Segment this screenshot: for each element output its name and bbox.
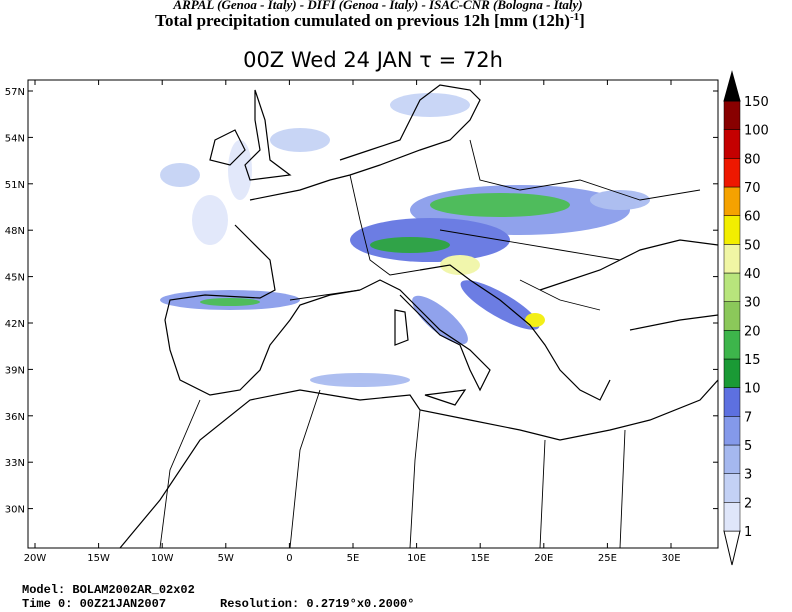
title-close: ] <box>579 11 585 30</box>
colorbar-label: 15 <box>744 353 761 368</box>
lat-label: 57N <box>5 87 25 98</box>
colorbar-label: 40 <box>744 267 761 282</box>
lat-label: 33N <box>5 458 25 469</box>
title: Total precipitation cumulated on previou… <box>155 11 585 30</box>
colorbar-label: 3 <box>744 468 752 483</box>
lat-label: 48N <box>5 226 25 237</box>
lon-label: 5E <box>347 553 360 564</box>
borders <box>159 139 701 549</box>
colorbar-arrow-low <box>723 530 741 566</box>
title-superscript: -1 <box>570 11 579 23</box>
colorbar-label: 10 <box>744 382 761 397</box>
colorbar-band <box>723 358 741 388</box>
lat-label: 36N <box>5 412 25 423</box>
colorbar-label: 5 <box>744 439 752 454</box>
colorbar: 1 2 3 5 7 10 15 20 30 40 50 60 70 80 100 150 <box>723 70 769 566</box>
colorbar-band <box>723 387 741 417</box>
lon-label: 5W <box>218 553 234 564</box>
colorbar-band <box>723 100 741 130</box>
lon-label: 15W <box>87 553 110 564</box>
map-area: 20W 15W 10W 5W 0 5E 10E 15E 20E 25E 30E 57N 54N 51N 48… <box>5 79 719 564</box>
colorbar-label: 70 <box>744 181 761 196</box>
model-label: Model: BOLAM2002AR_02x02 <box>22 583 195 597</box>
lon-label: 0 <box>286 553 292 564</box>
colorbar-band <box>723 330 741 360</box>
lat-label: 45N <box>5 273 25 284</box>
colorbar-arrow-high <box>723 70 741 102</box>
colorbar-label: 20 <box>744 324 761 339</box>
colorbar-label: 60 <box>744 210 761 225</box>
colorbar-band <box>723 129 741 159</box>
colorbar-band <box>723 244 741 274</box>
colorbar-band <box>723 215 741 245</box>
lon-label: 30E <box>661 553 680 564</box>
colorbar-band <box>723 416 741 446</box>
colorbar-band <box>723 444 741 474</box>
colorbar-label: 1 <box>744 525 752 540</box>
time-label: Time 0: 00Z21JAN2007 <box>22 597 166 611</box>
colorbar-band <box>723 473 741 503</box>
colorbar-label: 80 <box>744 152 761 167</box>
lat-label: 42N <box>5 319 25 330</box>
lat-label: 39N <box>5 365 25 376</box>
colorbar-label: 100 <box>744 124 769 139</box>
lat-label: 54N <box>5 133 25 144</box>
colorbar-band <box>723 158 741 188</box>
colorbar-band <box>723 301 741 331</box>
resolution-label: Resolution: 0.2719°x0.2000° <box>220 597 414 611</box>
lon-label: 15E <box>471 553 490 564</box>
lat-label: 30N <box>5 505 25 516</box>
lat-label: 51N <box>5 180 25 191</box>
colorbar-label: 2 <box>744 496 752 511</box>
lon-label: 10E <box>407 553 426 564</box>
map-frame <box>27 79 719 549</box>
lon-label: 20W <box>24 553 47 564</box>
colorbar-label: 150 <box>744 95 769 110</box>
colorbar-band <box>723 186 741 216</box>
subtitle: 00Z Wed 24 JAN τ = 72h <box>243 48 503 72</box>
colorbar-label: 30 <box>744 296 761 311</box>
lon-label: 10W <box>151 553 174 564</box>
lon-label: 25E <box>598 553 617 564</box>
title-text: Total precipitation cumulated on previou… <box>155 11 570 30</box>
precipitation <box>160 93 650 387</box>
axis-ticks: 20W 15W 10W 5W 0 5E 10E 15E 20E 25E 30E 57N 54N 51N 48… <box>5 80 718 564</box>
colorbar-band <box>723 502 741 532</box>
credits: ARPAL (Genoa - Italy) - DIFI (Genoa - It… <box>172 0 582 12</box>
colorbar-band <box>723 272 741 302</box>
colorbar-label: 7 <box>744 410 752 425</box>
lon-label: 20E <box>534 553 553 564</box>
colorbar-label: 50 <box>744 238 761 253</box>
